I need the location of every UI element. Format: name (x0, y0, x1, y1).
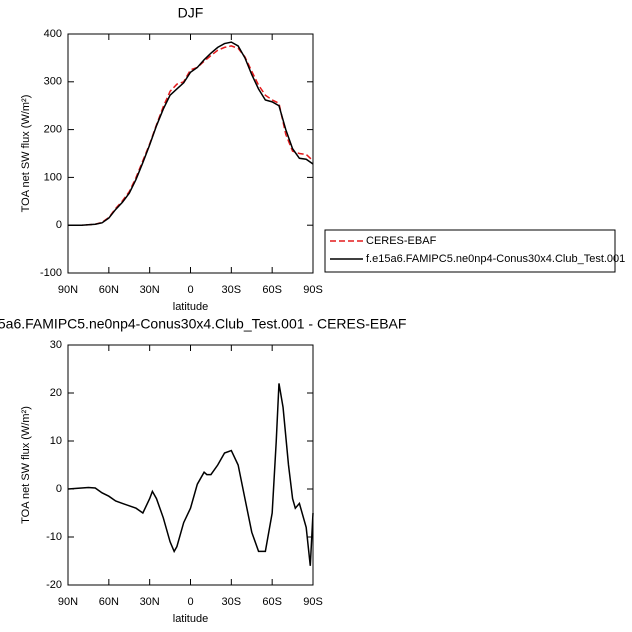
x-tick-label: 0 (187, 284, 193, 296)
y-tick-label: 300 (44, 76, 62, 88)
x-tick-label: 60S (262, 596, 282, 608)
legend-label: CERES-EBAF (366, 235, 437, 247)
x-tick-label: 30S (222, 596, 242, 608)
x-tick-label: 0 (187, 596, 193, 608)
x-tick-label: 60N (99, 284, 119, 296)
series-line (67, 383, 314, 566)
y-tick-label: 10 (50, 435, 62, 447)
legend-box (324, 229, 616, 273)
y-tick-label: 20 (50, 387, 62, 399)
y-tick-label: -10 (46, 531, 62, 543)
legend-label: f.e15a6.FAMIPC5.ne0np4-Conus30x4.Club_Te… (366, 253, 625, 265)
plot-frame (67, 344, 314, 586)
y-tick-label: 0 (56, 219, 62, 231)
x-tick-label: 60S (262, 284, 282, 296)
x-axis-label: latitude (173, 301, 208, 313)
y-tick-label: -20 (46, 579, 62, 591)
x-tick-label: 30N (140, 596, 160, 608)
series-line (68, 45, 314, 226)
plot-frame (67, 33, 314, 274)
y-tick-label: 200 (44, 124, 62, 136)
x-axis-label: latitude (173, 613, 208, 625)
series-line (68, 41, 314, 226)
chart-title: DJF (178, 5, 204, 21)
x-tick-label: 60N (99, 596, 119, 608)
y-axis-label: TOA net SW flux (W/m²) (20, 95, 32, 213)
x-tick-label: 90N (58, 284, 78, 296)
chart-title: f.e15a6.FAMIPC5.ne0np4-Conus30x4.Club_Te… (0, 316, 406, 332)
y-tick-label: 0 (56, 483, 62, 495)
y-tick-label: 400 (44, 28, 62, 40)
y-tick-label: 100 (44, 171, 62, 183)
y-tick-label: 30 (50, 339, 62, 351)
x-tick-label: 90S (303, 596, 323, 608)
x-tick-label: 30S (222, 284, 242, 296)
y-axis-label: TOA net SW flux (W/m²) (20, 406, 32, 524)
y-tick-label: -100 (40, 267, 62, 279)
x-tick-label: 90N (58, 596, 78, 608)
x-tick-label: 30N (140, 284, 160, 296)
x-tick-label: 90S (303, 284, 323, 296)
